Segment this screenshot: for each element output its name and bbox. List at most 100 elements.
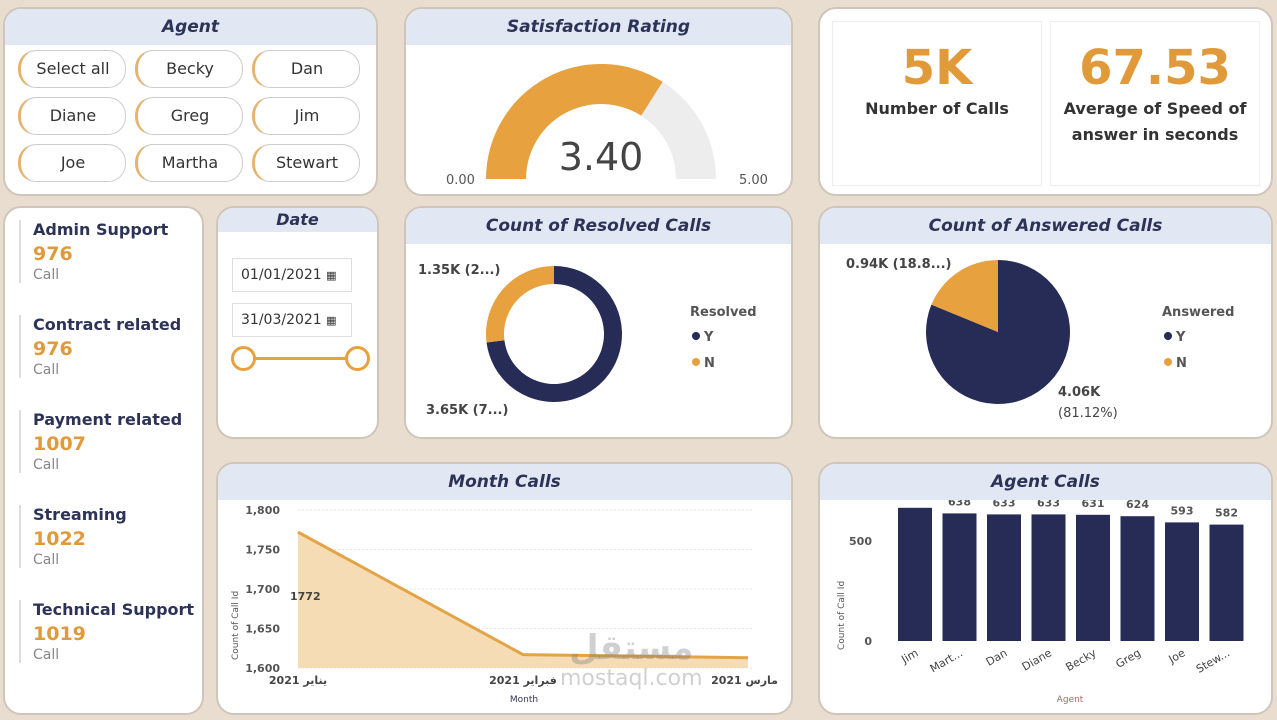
category-card: Payment related 1007 Call	[19, 410, 182, 473]
agent-option[interactable]: Joe	[18, 144, 126, 182]
area-line	[297, 530, 749, 660]
kpi-value: 67.53	[1079, 40, 1231, 96]
bar-value-label: 666	[904, 500, 927, 503]
bar	[898, 507, 932, 641]
date-range-handle-start[interactable]	[231, 346, 256, 371]
bar-value-label: 624	[1126, 500, 1149, 511]
x-tick-label: Mart...	[928, 646, 965, 675]
kpi-value: 5K	[901, 40, 973, 96]
date-range-track	[244, 357, 359, 360]
x-tick-label: يناير 2021	[269, 674, 327, 687]
category-unit: Call	[33, 362, 60, 378]
category-name: Contract related	[33, 315, 182, 334]
calendar-icon[interactable]: ▦	[326, 314, 337, 327]
month-calls-title: Month Calls	[218, 464, 791, 500]
bar	[1165, 522, 1199, 641]
category-unit: Call	[33, 267, 60, 283]
category-value: 1022	[33, 528, 86, 550]
resolved-donut-chart: 1.35K (2...) 3.65K (7...) Resolved Y N	[418, 263, 757, 418]
y-tick-label: 1,750	[245, 544, 280, 557]
agent-option[interactable]: Jim	[252, 97, 360, 135]
x-tick-label: Dan	[984, 646, 1010, 668]
bar	[1076, 514, 1110, 641]
category-card: Admin Support 976 Call	[19, 220, 168, 283]
calendar-icon[interactable]: ▦	[326, 269, 337, 282]
legend-n-marker	[1164, 358, 1172, 366]
answered-y-label: 4.06K	[1058, 385, 1101, 400]
legend-y: Y	[703, 330, 714, 345]
data-label: 1772	[290, 590, 321, 603]
agent-option[interactable]: Diane	[18, 97, 126, 135]
agent-calls-title: Agent Calls	[820, 464, 1271, 500]
y-tick-label: 0	[864, 635, 872, 648]
agent-calls-chart: Count of Call Id Agent 0 500 666 Jim 638 Mart…	[837, 490, 1244, 705]
answered-title: Count of Answered Calls	[820, 208, 1271, 244]
category-value: 976	[33, 338, 73, 360]
y-axis-title: Count of Call Id	[837, 581, 847, 650]
legend-n-marker	[692, 358, 700, 366]
category-name: Admin Support	[33, 220, 169, 239]
x-tick-label: Becky	[1064, 646, 1099, 674]
agent-option[interactable]: Becky	[135, 50, 243, 88]
legend-n: N	[704, 356, 715, 371]
kpi-card-speed: 67.53 Average of Speed of answer in seco…	[1050, 21, 1260, 186]
legend-n: N	[1176, 356, 1187, 371]
agent-calls-panel: Agent Calls Count of Call Id Agent 0 500 6…	[818, 462, 1273, 715]
legend-y: Y	[1175, 330, 1186, 345]
x-tick-label: Diane	[1020, 646, 1054, 673]
bar-value-label: 633	[993, 500, 1016, 509]
agent-option[interactable]: Greg	[135, 97, 243, 135]
category-unit: Call	[33, 552, 60, 568]
month-calls-chart: Count of Call Id Month 1,600 1,650 1,700 1,…	[231, 504, 778, 705]
bar	[942, 513, 977, 641]
agent-slicer: Agent Select all Becky Dan Diane Greg Jim Joe M…	[3, 7, 378, 196]
start-date-input[interactable]: 01/01/2021 ▦	[232, 258, 352, 292]
y-tick-label: 1,700	[245, 583, 280, 596]
category-name: Payment related	[33, 410, 183, 429]
satisfaction-gauge-panel: Satisfaction Rating 3.40 0.00 5.00	[404, 7, 793, 196]
answered-y-pct: (81.12%)	[1058, 406, 1118, 421]
y-tick-label: 500	[849, 535, 872, 548]
answered-legend-title: Answered	[1162, 305, 1234, 320]
category-cards: Admin Support 976 Call Contract related 976 C…	[3, 206, 204, 715]
y-tick-label: 1,650	[245, 623, 280, 636]
bar	[1120, 516, 1155, 641]
y-tick-label: 1,600	[245, 662, 280, 675]
kpi-label: Number of Calls	[865, 99, 1009, 118]
agent-option[interactable]: Stewart	[252, 144, 360, 182]
agent-slicer-title: Agent	[5, 9, 376, 45]
date-slicer: Date 01/01/2021 ▦ 31/03/2021 ▦	[216, 206, 379, 439]
x-axis-title: Month	[510, 695, 538, 705]
x-tick-label: Joe	[1166, 646, 1188, 666]
end-date-input[interactable]: 31/03/2021 ▦	[232, 303, 352, 337]
category-card: Streaming 1022 Call	[19, 505, 127, 568]
x-tick-label: Greg	[1113, 646, 1143, 671]
bar	[987, 514, 1021, 641]
x-tick-label: Jim	[898, 646, 920, 666]
start-date-value: 01/01/2021	[241, 267, 322, 283]
date-range-handle-end[interactable]	[345, 346, 370, 371]
answered-pie-chart: 0.94K (18.8...) 4.06K (81.12%) Answered …	[846, 257, 1234, 421]
resolved-y-label: 3.65K (7...)	[426, 403, 508, 418]
legend-y-marker	[692, 332, 700, 340]
x-tick-label: Stew...	[1194, 646, 1232, 676]
agent-option[interactable]: Dan	[252, 50, 360, 88]
y-tick-label: 1,800	[245, 504, 280, 517]
bar-value-label: 631	[1082, 500, 1105, 510]
end-date-value: 31/03/2021	[241, 312, 322, 328]
bar	[1209, 524, 1244, 641]
kpi-card-calls: 5K Number of Calls	[832, 21, 1042, 186]
gauge: 3.40 0.00 5.00	[446, 64, 768, 188]
area-fill	[298, 532, 748, 668]
y-axis-title: Count of Call Id	[231, 591, 241, 660]
month-calls-panel: Month Calls Count of Call Id Month 1,600…	[216, 462, 793, 715]
gauge-value: 3.40	[559, 135, 644, 179]
satisfaction-title: Satisfaction Rating	[406, 9, 791, 45]
agent-option[interactable]: Martha	[135, 144, 243, 182]
answered-calls-panel: Count of Answered Calls 0.94K (18.8...) …	[818, 206, 1273, 439]
category-value: 976	[33, 243, 73, 265]
agent-option[interactable]: Select all	[18, 50, 126, 88]
bar-value-label: 638	[948, 500, 971, 508]
category-card: Technical Support 1019 Call	[19, 600, 194, 663]
gauge-fill	[486, 64, 663, 179]
